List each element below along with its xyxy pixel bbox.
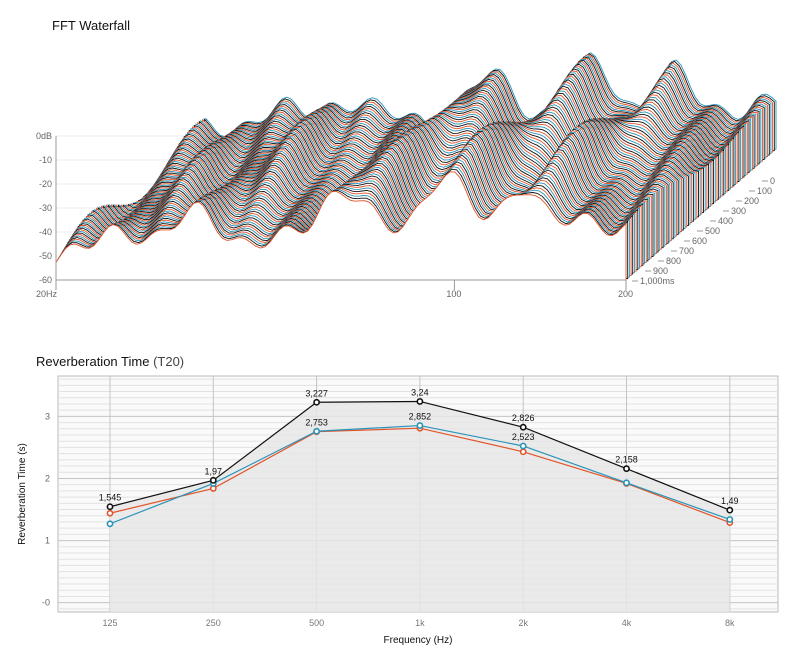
waterfall-slice (55, 171, 627, 281)
rt-data-point (106, 509, 114, 517)
waterfall-x-tick-label: 20Hz (36, 289, 58, 299)
waterfall-y-tick-label: -30 (39, 203, 52, 213)
rt-title: Reverberation Time (T20) (36, 354, 184, 369)
rt-data-point (519, 448, 527, 456)
waterfall-y-tick-label: -50 (39, 251, 52, 261)
waterfall-z-tick-label: 500 (705, 226, 720, 236)
rt-data-point (416, 424, 424, 432)
waterfall-z-tick-label: 900 (653, 266, 668, 276)
waterfall-y-tick-label: 0dB (36, 131, 52, 141)
rt-x-tick-label: 250 (206, 618, 221, 628)
rt-data-label: 1,545 (99, 493, 122, 503)
waterfall-slices (55, 52, 777, 281)
rt-data-point (623, 465, 630, 473)
rt-y-tick-label: -0 (42, 598, 50, 608)
rt-title-suffix: (T20) (153, 354, 185, 369)
rt-data-point (416, 398, 424, 405)
waterfall-z-tick-label: 600 (692, 236, 707, 246)
rt-data-label: 2,852 (409, 412, 432, 422)
rt-data-label: 3,227 (305, 388, 328, 398)
waterfall-y-tick-label: -40 (39, 227, 52, 237)
waterfall-z-tick-label: 700 (679, 246, 694, 256)
rt-data-point (209, 480, 217, 487)
waterfall-x-tick-label: 100 (446, 289, 461, 299)
rt-data-point (209, 476, 217, 484)
rt-x-axis-label: Frequency (Hz) (384, 635, 453, 646)
rt-plot-frame (57, 375, 779, 613)
rt-data-label: 1,49 (721, 496, 739, 506)
rt-data-label: 1,97 (205, 466, 223, 476)
rt-data-point (623, 479, 630, 487)
waterfall-z-tick-label: 300 (731, 206, 746, 216)
rt-y-tick-label: 2 (45, 473, 50, 483)
rt-data-label: 2,523 (512, 432, 535, 442)
rt-data-point (313, 398, 320, 406)
rt-y-tick-label: 3 (45, 411, 50, 421)
rt-data-point (313, 427, 320, 435)
rt-data-point (416, 422, 424, 429)
rt-x-tick-label: 2k (518, 618, 528, 628)
rt-x-tick-label: 4k (622, 618, 632, 628)
waterfall-z-tick-label: 400 (718, 216, 733, 226)
rt-y-axis-label: Reverberation Time (s) (17, 443, 28, 545)
rt-series: 1,545 1,97 3,227 3,24 2,826 2,158 1,49 2,852 2,5… (99, 387, 739, 612)
waterfall-y-tick-label: -10 (39, 155, 52, 165)
rt-data-label: 2,753 (305, 418, 328, 428)
rt-x-tick-label: 500 (309, 618, 324, 628)
rt-data-point (106, 503, 114, 511)
waterfall-x-tick-label: 200 (618, 289, 633, 299)
rt-series-line (109, 427, 731, 524)
rt-data-point (519, 442, 527, 450)
rt-data-point (106, 520, 114, 528)
rt-data-point (623, 480, 630, 487)
rt-data-point (519, 423, 527, 431)
rt-y-tick-label: 1 (45, 536, 50, 546)
rt-data-point (313, 428, 320, 436)
rt-x-tick-label: 8k (725, 618, 735, 628)
waterfall-z-tick-label: 0 (770, 176, 775, 186)
rt-series-line (109, 424, 731, 525)
rt-axes: -0 1 2 3 125 250 500 1k 2k 4k 8k Frequency (Hz) Reve… (17, 411, 735, 646)
waterfall-z-tick-label: 1,000ms (640, 276, 675, 286)
waterfall-title: FFT Waterfall (52, 18, 131, 33)
rt-x-tick-label: 125 (102, 618, 117, 628)
rt-x-tick-label: 1k (415, 618, 425, 628)
waterfall-y-tick-label: -60 (39, 275, 52, 285)
rt-data-label: 3,24 (411, 387, 429, 397)
waterfall-y-tick-label: -20 (39, 179, 52, 189)
rt-area-fill (110, 401, 730, 612)
rt-series-line (109, 400, 731, 511)
waterfall-z-tick-label: 100 (757, 186, 772, 196)
rt-data-point (726, 519, 734, 526)
rt-data-point (726, 516, 734, 523)
rt-data-point (726, 506, 734, 514)
waterfall-z-tick-label: 800 (666, 256, 681, 266)
rt-data-point (209, 485, 217, 492)
rt-title-main: Reverberation Time (36, 354, 150, 369)
rt-grid (58, 376, 778, 612)
waterfall-z-tick-label: 200 (744, 196, 759, 206)
rt-data-label: 2,158 (615, 455, 638, 465)
rt-plot-area (57, 375, 779, 613)
rt-data-label: 2,826 (512, 413, 535, 423)
